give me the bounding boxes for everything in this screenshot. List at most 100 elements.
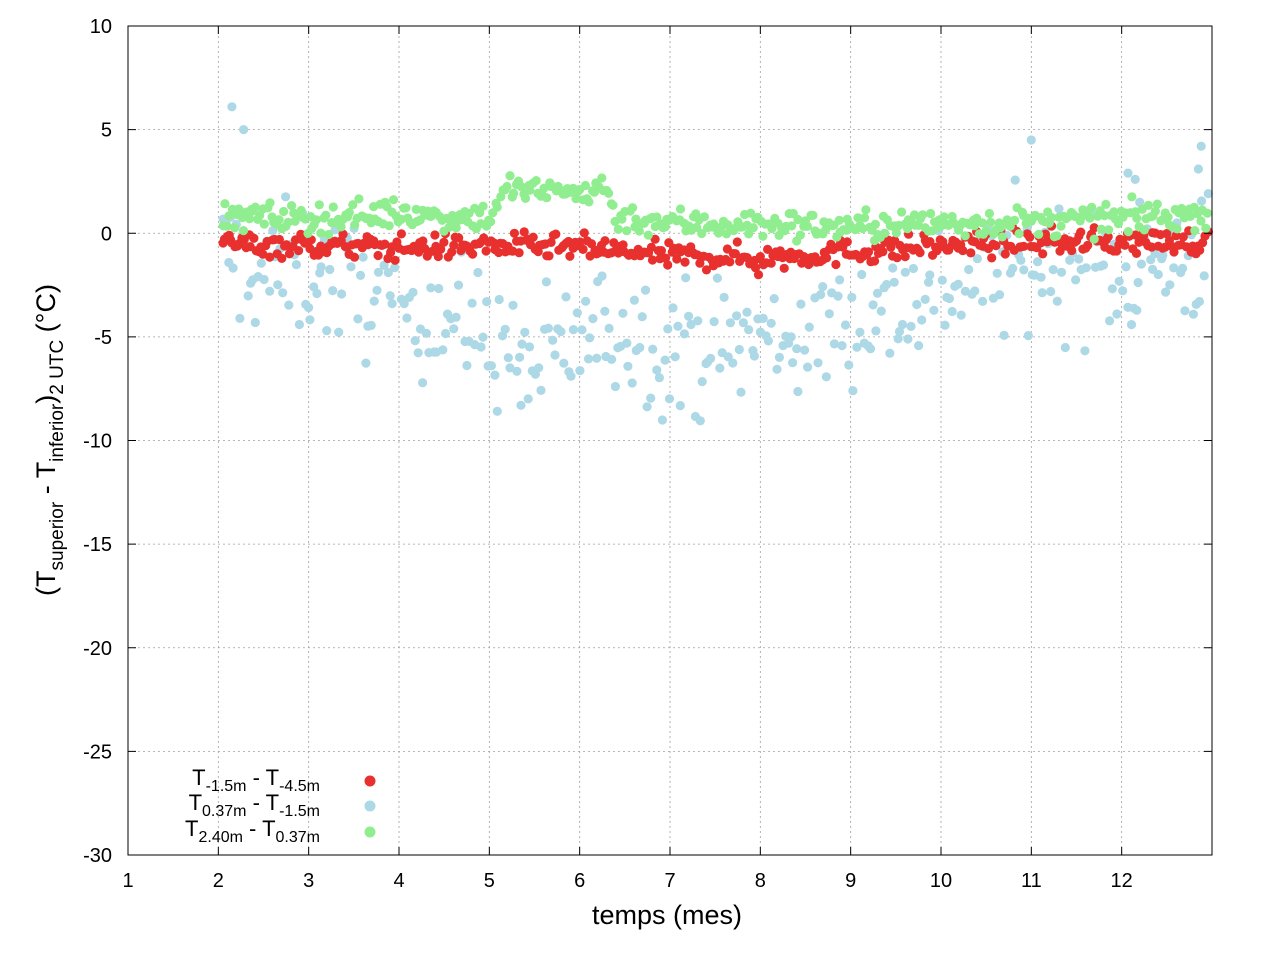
data-point xyxy=(373,250,383,261)
data-point xyxy=(449,240,459,250)
data-point xyxy=(384,221,394,231)
data-point xyxy=(584,197,594,207)
y-tick-label: -5 xyxy=(94,327,112,349)
data-point xyxy=(848,386,858,396)
data-point xyxy=(738,318,749,328)
data-point xyxy=(379,260,389,270)
data-point xyxy=(872,288,883,298)
data-point xyxy=(566,371,576,381)
data-point xyxy=(793,214,803,225)
data-point xyxy=(914,341,924,351)
data-point xyxy=(250,202,260,212)
data-point xyxy=(844,360,854,370)
y-axis-title: (Tsuperior - Tinferior)2 UTC (°C) xyxy=(31,284,68,596)
data-point xyxy=(728,358,738,368)
data-point xyxy=(556,327,566,337)
data-point xyxy=(492,406,502,416)
data-point xyxy=(512,366,522,376)
data-point xyxy=(316,228,326,238)
data-point xyxy=(744,325,754,335)
data-point xyxy=(900,252,910,262)
data-point xyxy=(613,224,623,234)
data-point xyxy=(597,173,607,183)
data-point xyxy=(600,306,610,316)
data-point xyxy=(608,200,618,210)
data-point xyxy=(1113,219,1123,229)
data-point xyxy=(265,252,275,262)
data-point xyxy=(956,310,966,320)
data-point xyxy=(478,332,488,342)
data-point xyxy=(865,344,876,354)
data-point xyxy=(434,283,444,294)
data-point xyxy=(646,242,657,252)
data-point xyxy=(906,321,916,331)
data-point xyxy=(991,241,1001,251)
data-point xyxy=(539,183,549,193)
data-point xyxy=(1056,221,1066,231)
data-point xyxy=(944,293,955,304)
grid xyxy=(128,26,1212,855)
data-point xyxy=(695,416,705,426)
x-tick-label: 3 xyxy=(303,870,314,892)
data-point xyxy=(1083,240,1093,250)
data-point xyxy=(541,277,552,287)
data-point xyxy=(281,192,291,202)
data-point xyxy=(505,363,515,373)
data-point xyxy=(568,325,579,335)
data-point xyxy=(571,194,581,204)
data-point xyxy=(348,200,358,210)
data-point xyxy=(888,263,898,273)
data-point xyxy=(847,292,857,302)
data-point xyxy=(515,352,525,362)
data-point xyxy=(502,181,512,192)
data-point xyxy=(439,237,449,247)
data-point xyxy=(542,193,552,203)
data-point xyxy=(220,199,230,209)
data-point xyxy=(664,394,675,404)
data-point xyxy=(900,267,910,277)
data-point xyxy=(947,306,957,317)
data-point xyxy=(668,303,678,313)
data-point xyxy=(230,223,240,233)
data-point xyxy=(693,316,703,326)
data-point xyxy=(925,237,935,247)
data-point xyxy=(1056,267,1067,277)
data-point xyxy=(855,327,865,337)
data-point xyxy=(908,263,919,274)
data-point xyxy=(885,348,895,358)
legend-entry-series-2: T0.37m - T-1.5m xyxy=(189,790,376,820)
data-point xyxy=(654,373,665,383)
data-point xyxy=(361,358,371,368)
data-point xyxy=(349,252,360,262)
data-point xyxy=(1158,250,1168,260)
data-point xyxy=(868,300,878,310)
data-point xyxy=(926,208,936,219)
data-point xyxy=(779,263,789,273)
y-tick-label: -15 xyxy=(83,534,112,556)
data-point xyxy=(451,223,461,233)
data-point xyxy=(523,394,533,404)
data-point xyxy=(436,244,446,254)
data-point xyxy=(1036,272,1046,282)
data-point xyxy=(796,299,806,309)
data-point xyxy=(837,341,847,351)
data-point xyxy=(829,339,840,349)
data-point xyxy=(476,342,486,352)
data-point xyxy=(311,215,322,225)
data-point xyxy=(235,313,245,323)
data-point xyxy=(793,386,803,397)
data-point xyxy=(1016,255,1026,265)
data-point xyxy=(473,267,483,278)
data-point xyxy=(228,263,238,273)
data-point xyxy=(915,248,925,258)
x-tick-label: 10 xyxy=(930,870,952,892)
data-point xyxy=(314,200,324,210)
data-point xyxy=(1081,263,1091,273)
x-tick-label: 6 xyxy=(574,870,585,892)
data-point xyxy=(786,332,796,342)
data-point xyxy=(355,270,366,280)
data-point xyxy=(366,320,376,330)
data-point xyxy=(1080,346,1090,356)
data-point xyxy=(903,334,913,344)
